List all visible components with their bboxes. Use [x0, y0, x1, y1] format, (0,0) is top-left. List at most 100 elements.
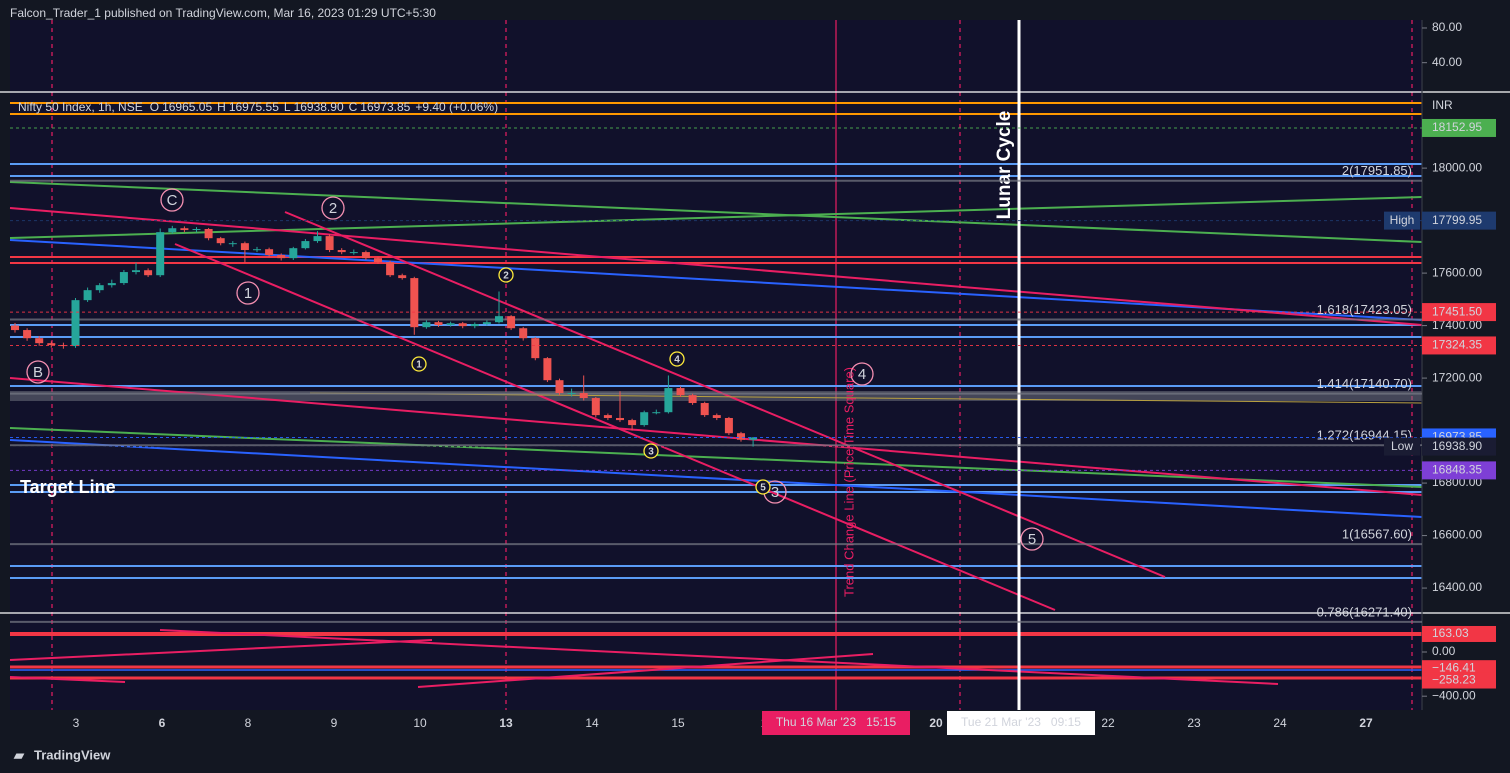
- price-label: 16938.90: [1432, 439, 1482, 453]
- footer-logo: TradingView: [34, 747, 111, 762]
- wave-circle: [411, 356, 427, 372]
- price-label-box: [1422, 672, 1496, 689]
- plot-area: [10, 20, 1422, 710]
- legend-value: 16975.55: [229, 100, 279, 114]
- legend-key: L: [284, 100, 291, 114]
- price-label-box: [1422, 437, 1496, 456]
- candle-body: [749, 437, 758, 440]
- candle-body: [422, 322, 431, 328]
- x-tick-label: 23: [1187, 716, 1201, 730]
- legend-key: O: [150, 100, 159, 114]
- wave-circle: [669, 351, 685, 367]
- x-tick-label: 14: [585, 716, 599, 730]
- candle-body: [192, 229, 201, 231]
- y-tick-label: 17200.00: [1432, 370, 1482, 384]
- publisher: Falcon_Trader_1 published on TradingView…: [10, 6, 436, 20]
- candle-body: [567, 393, 576, 395]
- wave-label: 5: [1028, 531, 1036, 548]
- candle-body: [361, 252, 370, 259]
- lunar-label: Lunar Cycle: [994, 111, 1015, 220]
- price-label: 17451.50: [1432, 304, 1482, 318]
- x-tick-label: 13: [499, 716, 513, 730]
- candle-body: [458, 323, 467, 327]
- y-tick-label: −146.41: [1432, 660, 1476, 674]
- price-tag-box: [1384, 211, 1420, 230]
- candle-body: [374, 258, 382, 263]
- currency: INR: [1432, 98, 1453, 112]
- candle-body: [313, 236, 322, 242]
- y-tick-label: 0.00: [1432, 644, 1456, 658]
- candle-body: [434, 322, 443, 326]
- candle-body: [664, 388, 673, 413]
- trendline: [174, 243, 1056, 611]
- candle-body: [325, 236, 334, 251]
- price-label-box: [1422, 461, 1496, 480]
- legend-value: 16938.90: [294, 100, 344, 114]
- candle-body: [470, 324, 479, 327]
- y-tick-label: 40.00: [1432, 55, 1462, 69]
- trendline: [9, 639, 433, 661]
- logo-mark: ▰: [13, 747, 25, 762]
- trendline: [9, 377, 1423, 496]
- wave-label: 1: [244, 285, 252, 302]
- candle-body: [253, 249, 261, 251]
- candle-body: [640, 412, 649, 426]
- candle-body: [107, 283, 116, 286]
- candle-body: [83, 290, 92, 301]
- candle-body: [265, 249, 274, 255]
- candle-body: [688, 395, 697, 404]
- fib-label: 1.414(17140.70): [1317, 376, 1412, 391]
- x-tick-label: 20: [929, 716, 943, 730]
- price-label: 18152.95: [1432, 120, 1482, 134]
- candle-body: [216, 238, 225, 244]
- wave-label: C: [167, 192, 178, 209]
- wave-circle: [321, 196, 345, 220]
- trend-label: Trend Change Line (Price Time Square): [841, 367, 856, 597]
- legend-key: H: [217, 100, 226, 114]
- x-tick-label: 9: [331, 716, 338, 730]
- candle-body: [47, 343, 56, 346]
- candle-body: [119, 272, 128, 284]
- candle-body: [23, 330, 32, 339]
- candle-body: [301, 241, 310, 249]
- candle-body: [386, 262, 395, 276]
- candle-body: [144, 270, 153, 276]
- y-tick-label: 163.03: [1432, 626, 1469, 640]
- y-tick-label: 18000.00: [1432, 160, 1482, 174]
- x-tick-label: 6: [159, 716, 166, 730]
- wave-label: B: [33, 364, 43, 381]
- trendline: [159, 629, 1279, 685]
- candle-body: [712, 415, 721, 418]
- y-tick-label: 80.00: [1432, 20, 1462, 34]
- candle-body: [168, 228, 177, 233]
- candle-body: [724, 417, 733, 434]
- price-tag: Low: [1391, 439, 1413, 453]
- price-label-box: [1422, 118, 1496, 137]
- legend-value: 16973.85: [360, 100, 410, 114]
- candle-body: [482, 322, 491, 325]
- candle-body: [495, 316, 503, 323]
- candle-body: [95, 285, 104, 291]
- candle-body: [628, 420, 637, 426]
- x-tick-label: 3: [73, 716, 80, 730]
- candle-body: [616, 417, 624, 421]
- x-tick-label: 10: [413, 716, 427, 730]
- y-tick-label: −258.23: [1432, 673, 1476, 687]
- trendline: [9, 181, 1423, 243]
- candle-body: [676, 388, 685, 396]
- wave-circle: [850, 362, 874, 386]
- price-label-box: [1422, 211, 1496, 230]
- candle-body: [59, 345, 68, 347]
- wave-label: 1: [416, 360, 422, 371]
- candle-body: [700, 403, 709, 416]
- fib-label: 0.786(16271.40): [1317, 604, 1412, 619]
- x-tick-label: 8: [245, 716, 252, 730]
- wave-circle: [236, 281, 260, 305]
- candle-body: [398, 275, 407, 279]
- legend-key: C: [349, 100, 358, 114]
- wave-label: 3: [648, 447, 654, 458]
- crosshair-label: Thu 16 Mar '23 15:15: [776, 715, 897, 729]
- y-tick-label: 17400.00: [1432, 318, 1482, 332]
